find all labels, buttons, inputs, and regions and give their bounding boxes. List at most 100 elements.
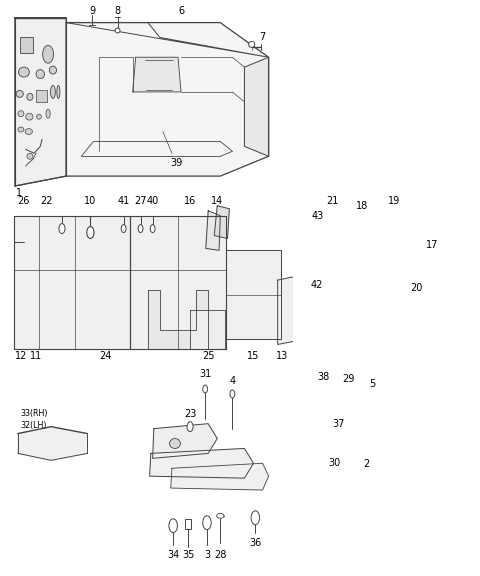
Ellipse shape bbox=[50, 85, 55, 98]
Circle shape bbox=[230, 390, 235, 398]
Text: 14: 14 bbox=[211, 196, 223, 206]
Circle shape bbox=[333, 219, 335, 222]
Text: 3: 3 bbox=[204, 551, 210, 560]
Circle shape bbox=[121, 225, 126, 233]
Text: 1: 1 bbox=[16, 188, 22, 198]
Polygon shape bbox=[66, 22, 269, 57]
Circle shape bbox=[333, 229, 335, 232]
Ellipse shape bbox=[27, 93, 33, 100]
Polygon shape bbox=[420, 248, 439, 278]
Circle shape bbox=[169, 519, 178, 533]
Text: 35: 35 bbox=[182, 551, 194, 560]
Ellipse shape bbox=[367, 395, 376, 403]
Text: 23: 23 bbox=[184, 409, 196, 419]
Ellipse shape bbox=[115, 28, 120, 33]
Circle shape bbox=[328, 224, 330, 227]
Text: 5: 5 bbox=[370, 379, 376, 389]
Text: 11: 11 bbox=[30, 351, 42, 361]
Text: 12: 12 bbox=[15, 351, 27, 361]
Text: 34: 34 bbox=[167, 551, 180, 560]
Polygon shape bbox=[66, 22, 269, 176]
Polygon shape bbox=[132, 57, 181, 92]
Polygon shape bbox=[190, 310, 225, 350]
Circle shape bbox=[328, 257, 330, 260]
Ellipse shape bbox=[26, 113, 33, 120]
Text: 20: 20 bbox=[410, 283, 423, 293]
Ellipse shape bbox=[46, 109, 50, 118]
Text: 6: 6 bbox=[178, 6, 184, 16]
Text: 18: 18 bbox=[356, 201, 368, 211]
Text: 32(LH): 32(LH) bbox=[21, 421, 48, 430]
Circle shape bbox=[330, 472, 337, 484]
Polygon shape bbox=[150, 449, 253, 478]
Text: 9: 9 bbox=[89, 6, 95, 16]
Text: 8: 8 bbox=[115, 6, 120, 16]
Circle shape bbox=[336, 254, 337, 257]
Text: 16: 16 bbox=[184, 196, 196, 206]
Circle shape bbox=[138, 225, 143, 233]
Bar bbox=[36, 90, 47, 102]
Text: 31: 31 bbox=[199, 369, 211, 379]
Polygon shape bbox=[332, 206, 353, 230]
Polygon shape bbox=[13, 215, 130, 350]
Ellipse shape bbox=[334, 435, 342, 442]
Text: 2: 2 bbox=[363, 459, 370, 469]
Polygon shape bbox=[374, 248, 420, 280]
Ellipse shape bbox=[36, 70, 45, 78]
Ellipse shape bbox=[36, 114, 41, 119]
Text: 13: 13 bbox=[276, 351, 288, 361]
Polygon shape bbox=[171, 463, 269, 490]
Ellipse shape bbox=[27, 153, 33, 159]
Polygon shape bbox=[15, 18, 66, 186]
Text: 33(RH): 33(RH) bbox=[21, 410, 48, 418]
Polygon shape bbox=[343, 211, 384, 229]
Ellipse shape bbox=[49, 66, 57, 74]
Text: 40: 40 bbox=[146, 196, 159, 206]
Text: 27: 27 bbox=[134, 196, 147, 206]
Text: 38: 38 bbox=[317, 372, 329, 382]
Polygon shape bbox=[326, 215, 346, 242]
Text: 22: 22 bbox=[40, 196, 52, 206]
Ellipse shape bbox=[319, 389, 327, 396]
Circle shape bbox=[203, 516, 211, 530]
Circle shape bbox=[59, 223, 65, 233]
Text: 29: 29 bbox=[342, 374, 355, 384]
Text: 25: 25 bbox=[202, 351, 215, 361]
Circle shape bbox=[203, 385, 207, 393]
Circle shape bbox=[339, 268, 341, 272]
Text: 10: 10 bbox=[84, 196, 96, 206]
Text: 21: 21 bbox=[326, 196, 338, 206]
Polygon shape bbox=[214, 206, 229, 238]
Text: 39: 39 bbox=[171, 158, 183, 168]
Ellipse shape bbox=[16, 90, 24, 97]
Circle shape bbox=[150, 225, 155, 233]
Polygon shape bbox=[278, 275, 304, 344]
Ellipse shape bbox=[342, 390, 352, 398]
Circle shape bbox=[333, 267, 335, 270]
Text: 7: 7 bbox=[260, 32, 266, 43]
Text: 43: 43 bbox=[312, 211, 324, 221]
Polygon shape bbox=[227, 251, 281, 339]
Ellipse shape bbox=[57, 85, 60, 98]
Text: 37: 37 bbox=[333, 419, 345, 429]
Polygon shape bbox=[153, 424, 217, 458]
Bar bbox=[185, 519, 192, 529]
Text: 17: 17 bbox=[426, 240, 438, 251]
Polygon shape bbox=[18, 427, 87, 460]
Polygon shape bbox=[244, 57, 269, 156]
Ellipse shape bbox=[19, 67, 29, 77]
Circle shape bbox=[251, 511, 260, 525]
Polygon shape bbox=[148, 290, 208, 350]
Ellipse shape bbox=[216, 513, 224, 518]
Text: 24: 24 bbox=[99, 351, 112, 361]
Text: 26: 26 bbox=[18, 196, 30, 206]
Polygon shape bbox=[206, 211, 220, 251]
Polygon shape bbox=[320, 240, 359, 280]
Ellipse shape bbox=[18, 127, 24, 132]
Text: 15: 15 bbox=[247, 351, 260, 361]
Text: 28: 28 bbox=[214, 551, 227, 560]
Bar bbox=[20, 37, 33, 54]
Circle shape bbox=[43, 46, 54, 63]
Ellipse shape bbox=[25, 128, 32, 134]
Polygon shape bbox=[130, 215, 227, 350]
